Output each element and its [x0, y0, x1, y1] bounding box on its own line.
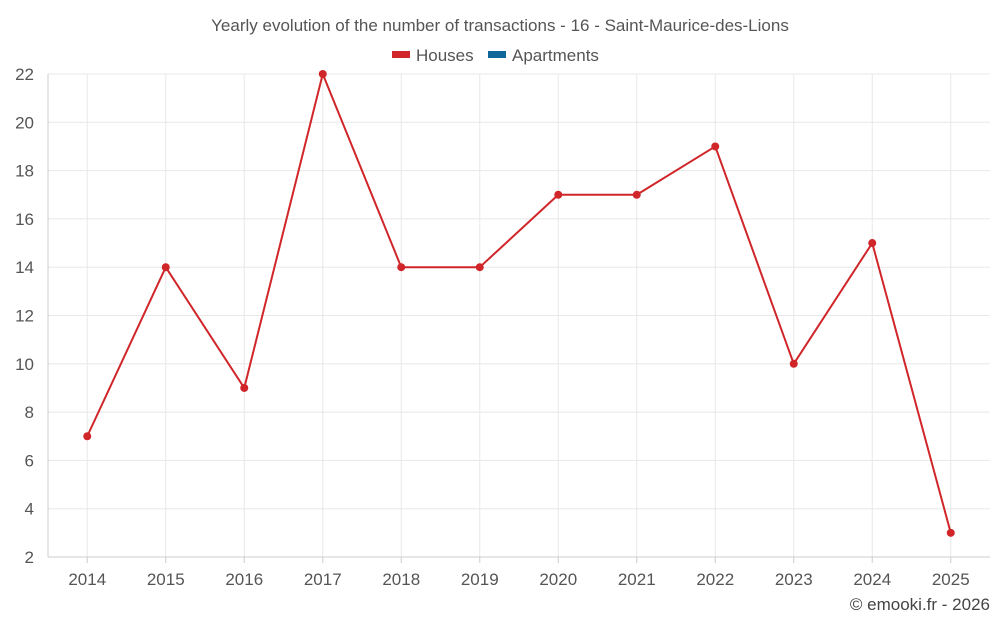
data-point-houses-2025[interactable] — [946, 528, 955, 537]
y-tick-label: 4 — [25, 500, 34, 519]
data-point-houses-2020[interactable] — [554, 190, 563, 199]
x-axis-ticks: 2014 2015 2016 2017 2018 2019 2020 2021 2022 2023… — [68, 570, 969, 589]
data-point-houses-2023[interactable] — [789, 359, 798, 368]
x-tick-label: 2025 — [932, 570, 970, 589]
data-point-houses-2024[interactable] — [868, 239, 877, 248]
axes — [47, 74, 990, 563]
data-point-houses-2022[interactable] — [711, 142, 720, 151]
x-tick-label: 2021 — [618, 570, 656, 589]
series-lines — [86, 73, 952, 534]
y-tick-label: 16 — [15, 210, 34, 229]
y-axis-ticks: 2 4 6 8 10 12 14 16 18 20 22 — [15, 65, 34, 567]
data-point-houses-2015[interactable] — [161, 263, 170, 272]
data-point-houses-2014[interactable] — [83, 432, 92, 441]
y-tick-label: 8 — [25, 403, 34, 422]
y-tick-label: 20 — [15, 113, 34, 132]
legend-swatch-houses — [392, 51, 410, 58]
y-tick-label: 18 — [15, 162, 34, 181]
x-tick-label: 2023 — [775, 570, 813, 589]
data-point-houses-2018[interactable] — [397, 263, 406, 272]
data-point-houses-2019[interactable] — [475, 263, 484, 272]
x-tick-label: 2016 — [225, 570, 263, 589]
legend-label-houses[interactable]: Houses — [416, 46, 474, 65]
data-point-houses-2017[interactable] — [318, 70, 327, 78]
data-point-houses-2016[interactable] — [240, 383, 249, 392]
chart-title: Yearly evolution of the number of transa… — [211, 16, 789, 35]
x-tick-label: 2019 — [461, 570, 499, 589]
y-tick-label: 12 — [15, 307, 34, 326]
x-tick-label: 2022 — [696, 570, 734, 589]
legend-label-apartments[interactable]: Apartments — [512, 46, 599, 65]
legend-swatch-apartments — [488, 51, 506, 58]
data-points — [83, 70, 955, 537]
y-tick-label: 6 — [25, 451, 34, 470]
x-tick-label: 2024 — [853, 570, 891, 589]
data-point-houses-2021[interactable] — [632, 190, 641, 199]
x-tick-label: 2017 — [304, 570, 342, 589]
x-tick-label: 2014 — [68, 570, 106, 589]
x-tick-label: 2018 — [382, 570, 420, 589]
y-tick-label: 14 — [15, 258, 34, 277]
x-tick-label: 2015 — [147, 570, 185, 589]
grid-lines — [48, 73, 990, 557]
chart-legend: Houses Apartments — [392, 46, 599, 65]
y-tick-label: 10 — [15, 355, 34, 374]
credit-text: © emooki.fr - 2026 — [850, 595, 990, 614]
series-line-houses — [86, 73, 952, 534]
x-tick-label: 2020 — [539, 570, 577, 589]
y-tick-label: 22 — [15, 65, 34, 84]
y-tick-label: 2 — [25, 548, 34, 567]
